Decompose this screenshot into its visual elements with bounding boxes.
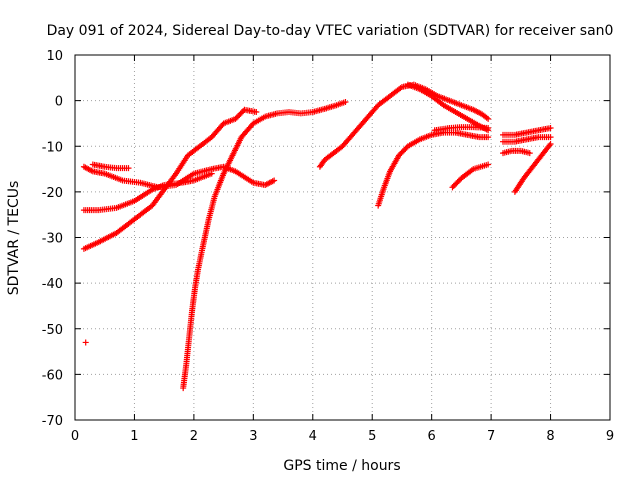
data-point [547, 125, 554, 131]
x-tick-label: 4 [309, 429, 317, 444]
x-tick-label: 5 [368, 429, 376, 444]
x-tick-label: 1 [130, 429, 138, 444]
data-point [253, 109, 260, 116]
y-tick-label: -70 [42, 414, 63, 429]
x-tick-label: 0 [71, 429, 79, 444]
data-point [485, 161, 492, 168]
x-tick-label: 3 [249, 429, 257, 444]
data-points [80, 81, 554, 392]
x-tick-label: 8 [546, 429, 554, 444]
data-point [547, 134, 554, 141]
y-axis-label: SDTVAR / TECUs [6, 181, 22, 296]
series-arc-d [80, 106, 260, 252]
series-arc-o [511, 140, 554, 195]
y-tick-label: -20 [42, 186, 63, 201]
data-point [526, 150, 533, 157]
data-point [82, 339, 89, 346]
chart-title: Day 091 of 2024, Sidereal Day-to-day VTE… [47, 23, 614, 39]
data-point [485, 134, 492, 141]
series-arc-g [316, 81, 492, 170]
data-point [125, 165, 132, 172]
axis-ticks [74, 54, 611, 421]
series-arc-j [431, 124, 492, 134]
data-point [208, 170, 215, 177]
y-tick-label: -50 [42, 323, 63, 338]
x-axis-label: GPS time / hours [283, 458, 400, 474]
data-point [240, 108, 247, 115]
series-arc-c [89, 161, 132, 172]
y-tick-labels: 10 0 -10 -20 -30 -40 -50 -60 -70 [42, 49, 63, 429]
series-arc-l [500, 125, 554, 138]
x-tick-label: 9 [606, 429, 614, 444]
series-arc-k [449, 161, 492, 191]
series-arc-n [500, 147, 533, 157]
series-arc-h [404, 81, 492, 134]
series-arc-f [180, 98, 349, 392]
y-tick-label: -30 [42, 232, 63, 247]
series-arc-m [500, 134, 554, 145]
data-point [485, 125, 492, 131]
x-tick-label: 2 [190, 429, 198, 444]
x-tick-label: 7 [487, 429, 495, 444]
series-arc-e [82, 339, 89, 346]
x-tick-labels: 0 1 2 3 4 5 6 7 8 9 [71, 429, 614, 444]
data-point [547, 140, 554, 147]
data-point [271, 177, 278, 184]
y-tick-label: 10 [46, 49, 63, 64]
series-arc-i [375, 129, 492, 209]
series-arc-b [80, 170, 215, 214]
y-tick-label: -60 [42, 368, 63, 383]
data-point [342, 98, 349, 105]
x-tick-label: 6 [428, 429, 436, 444]
y-tick-label: -40 [42, 277, 63, 292]
grid-lines [75, 55, 610, 420]
y-tick-label: 0 [55, 95, 63, 110]
y-tick-label: -10 [42, 140, 63, 155]
data-point [485, 115, 492, 122]
